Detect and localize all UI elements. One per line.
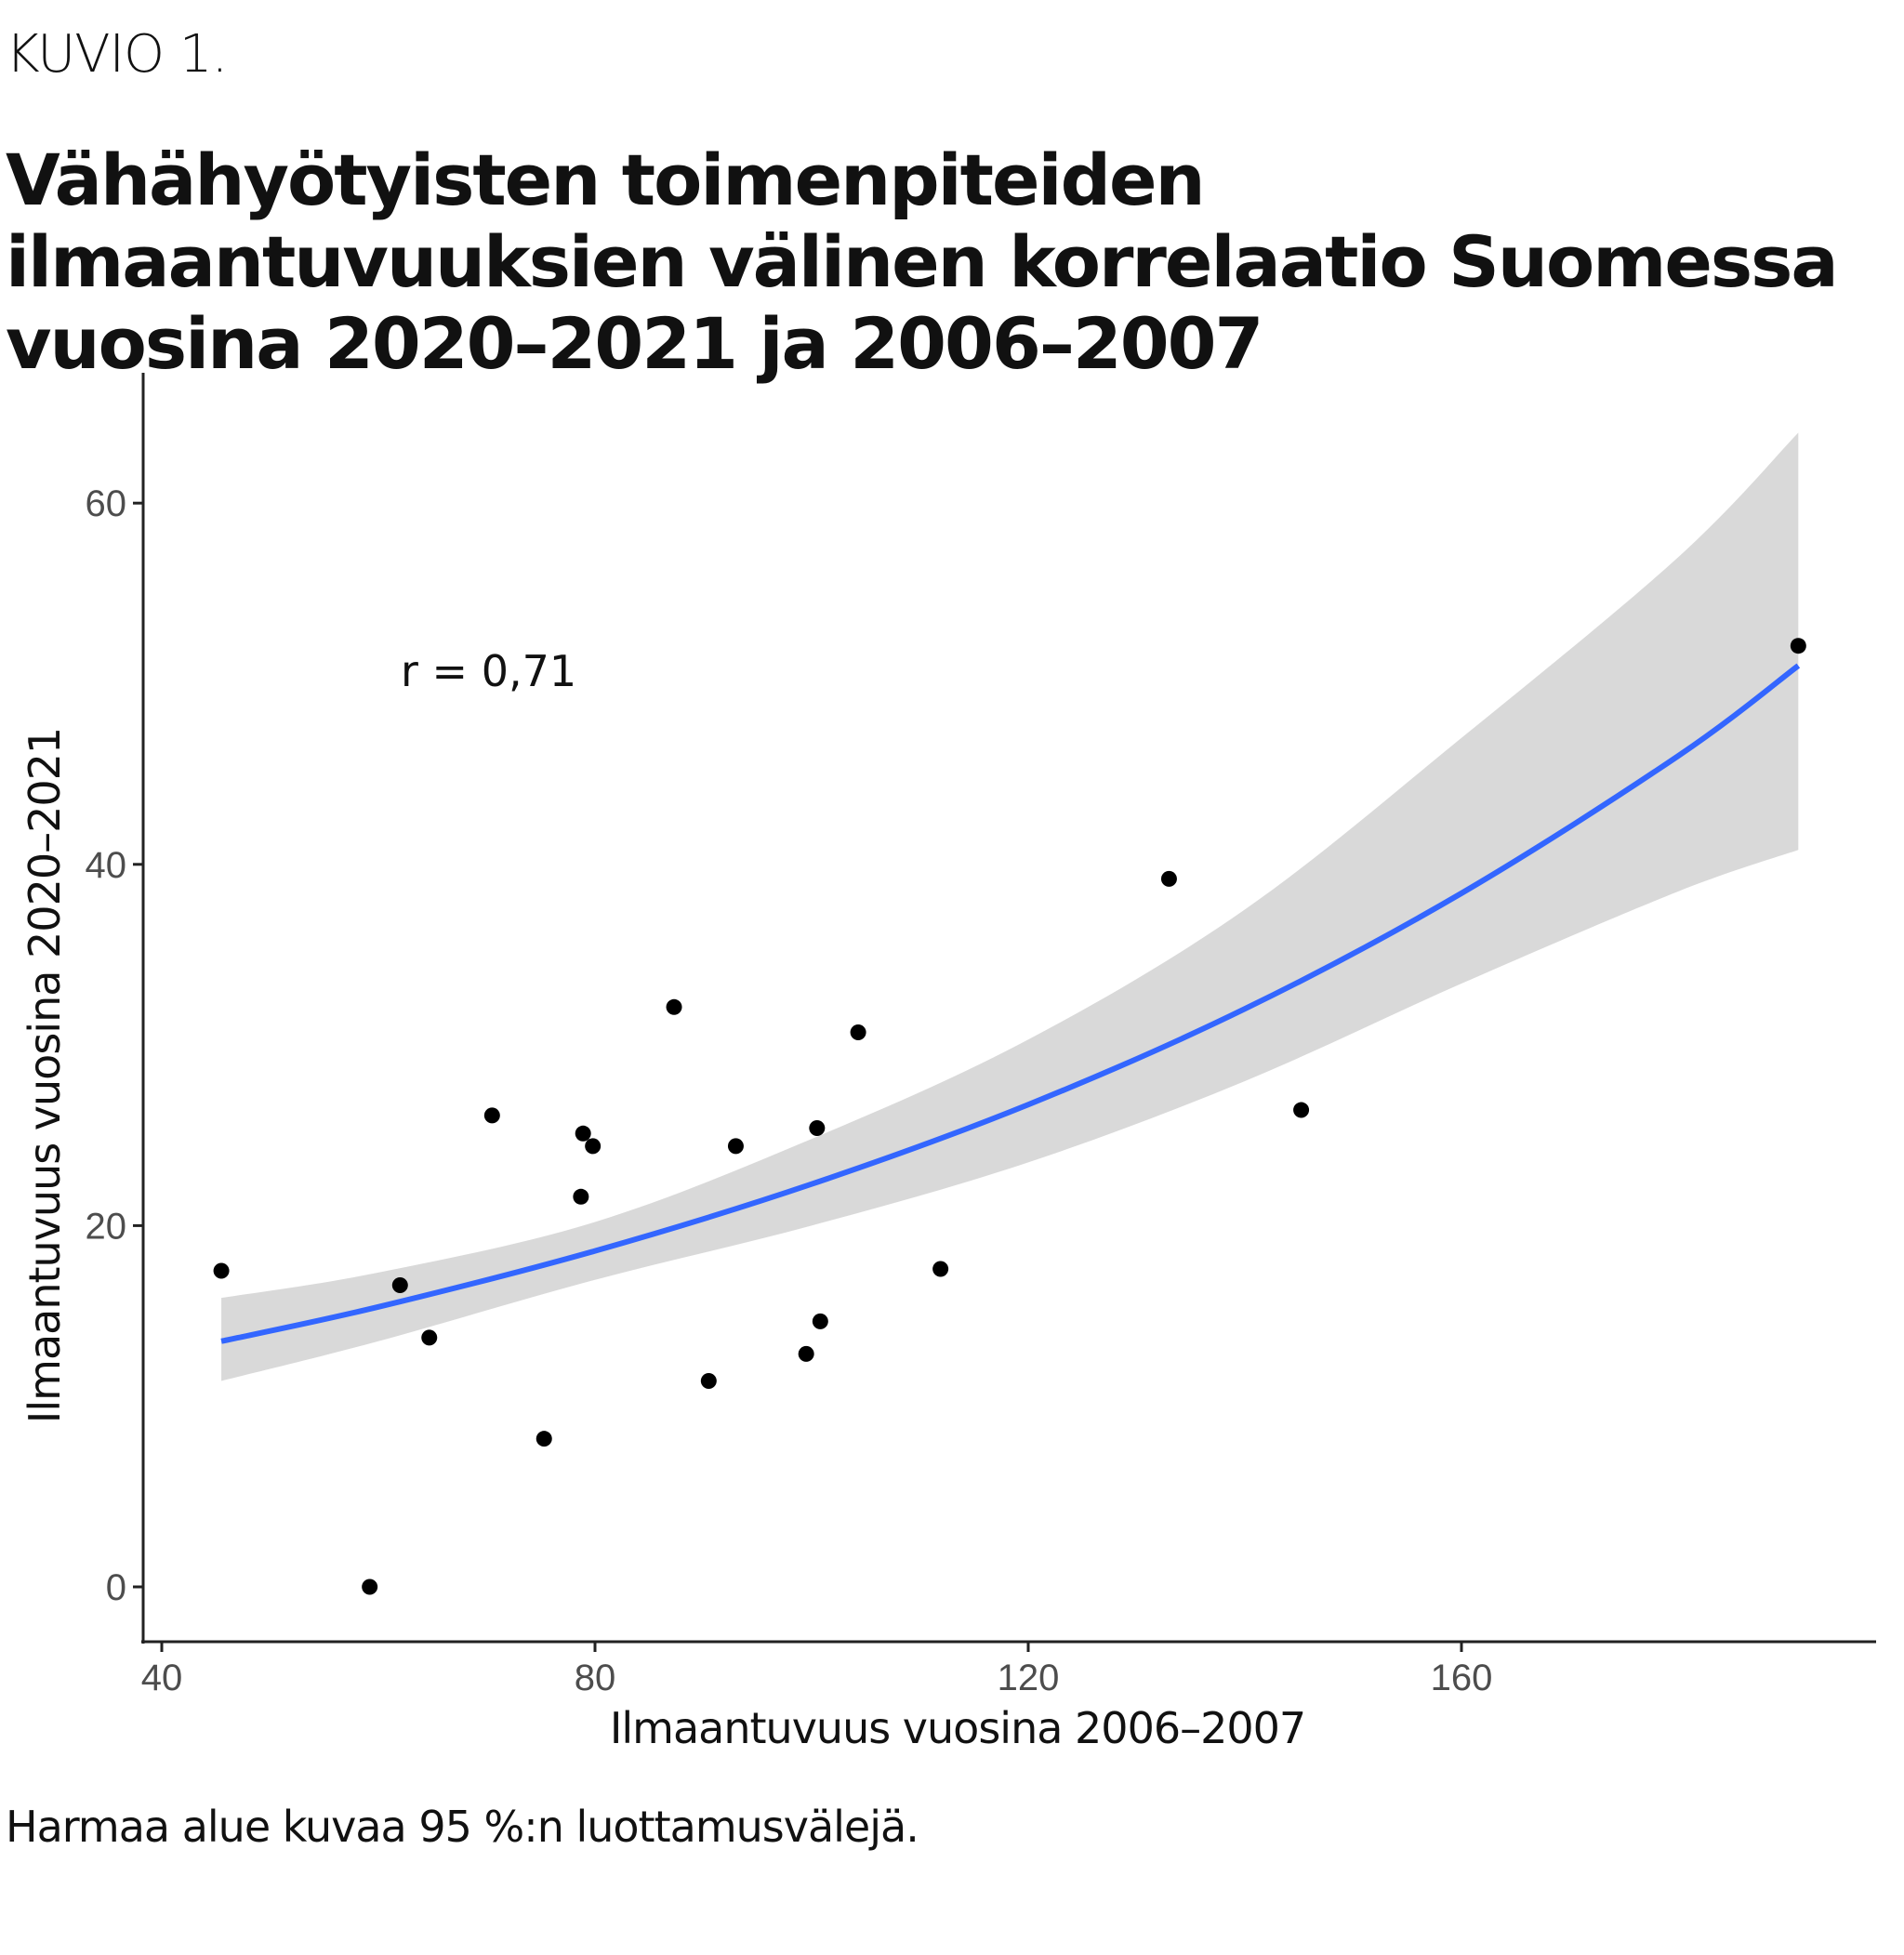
data-point	[421, 1329, 438, 1346]
x-tick-label: 40	[141, 1658, 183, 1698]
y-tick-label: 20	[86, 1206, 127, 1247]
x-tick-label: 160	[1431, 1658, 1493, 1698]
data-point	[1160, 870, 1177, 887]
data-point	[850, 1024, 866, 1040]
data-point	[536, 1431, 552, 1447]
y-tick-label: 40	[86, 845, 127, 886]
footer-note: Harmaa alue kuvaa 95 %:n luottamusvälejä…	[6, 1802, 919, 1852]
data-point	[391, 1277, 408, 1294]
data-point	[932, 1261, 949, 1277]
x-tick-label: 120	[998, 1658, 1060, 1698]
x-tick-label: 80	[575, 1658, 616, 1698]
x-axis-label: Ilmaantuvuus vuosina 2006–2007	[610, 1703, 1305, 1753]
data-point	[1790, 638, 1806, 654]
data-point	[798, 1345, 814, 1362]
correlation-annotation: r = 0,71	[401, 646, 576, 696]
y-axis-label: Ilmaantuvuus vuosina 2020–2021	[20, 728, 70, 1423]
data-point	[575, 1125, 591, 1142]
data-point	[812, 1313, 828, 1329]
data-point	[1293, 1102, 1310, 1118]
y-tick-label: 60	[86, 483, 127, 524]
confidence-band	[221, 432, 1799, 1381]
figure-label: KUVIO 1.	[6, 24, 228, 85]
data-point	[666, 998, 682, 1015]
data-point	[727, 1138, 744, 1155]
chart-title: Vähähyötyisten toimenpiteiden ilmaantuvu…	[6, 139, 1839, 385]
data-point	[585, 1138, 602, 1155]
data-point	[362, 1579, 378, 1595]
y-tick-label: 0	[106, 1567, 126, 1608]
data-point	[573, 1188, 589, 1205]
fit-line	[220, 663, 1801, 1344]
data-point	[809, 1119, 826, 1136]
data-point	[700, 1372, 717, 1389]
data-point	[213, 1262, 230, 1279]
data-point	[483, 1107, 500, 1124]
